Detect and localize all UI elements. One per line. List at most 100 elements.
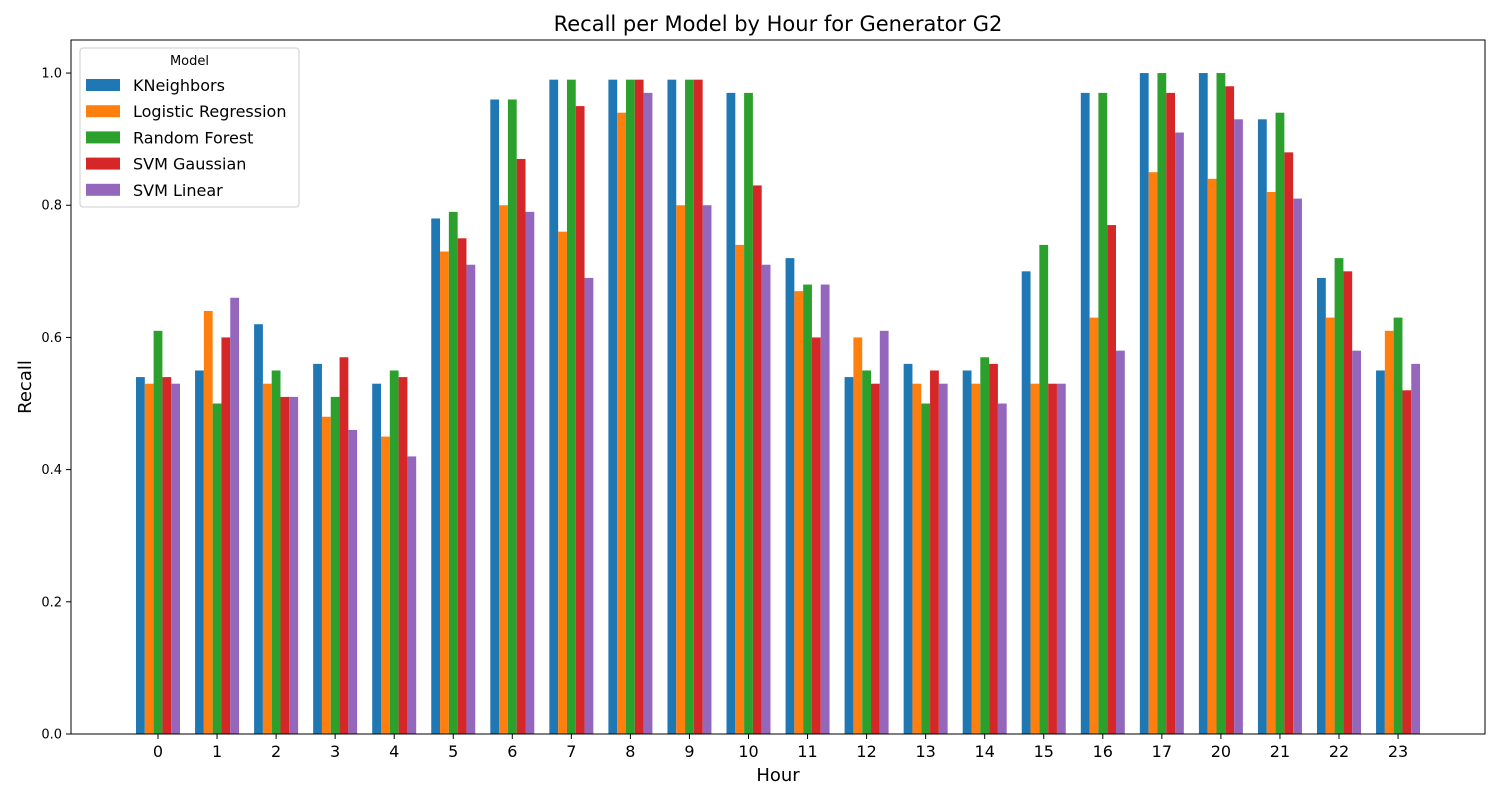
bar-svm-gaussian-hour-6 — [516, 158, 526, 735]
bar-logistic-regression-hour-1 — [203, 310, 213, 734]
plot-area-frame — [70, 39, 1486, 735]
bar-svm-gaussian-hour-3 — [339, 357, 349, 734]
legend-label-svm-gaussian: SVM Gaussian — [133, 155, 246, 174]
bar-random-forest-hour-5 — [448, 211, 458, 735]
bar-logistic-regression-hour-10 — [735, 244, 745, 734]
bar-svm-linear-hour-20 — [1234, 119, 1243, 734]
bar-kneighbors-hour-15 — [1021, 271, 1031, 734]
bar-kneighbors-hour-23 — [1376, 370, 1385, 734]
bar-kneighbors-hour-22 — [1317, 277, 1326, 734]
x-tick-label-hour-10: 10 — [738, 742, 758, 761]
bar-random-forest-hour-16 — [1098, 92, 1108, 734]
bar-logistic-regression-hour-4 — [381, 436, 390, 734]
bar-logistic-regression-hour-5 — [440, 251, 449, 734]
bar-random-forest-hour-7 — [566, 79, 576, 734]
bar-svm-gaussian-hour-22 — [1343, 271, 1353, 734]
x-axis: 0 1 2 3 4 5 6 7 8 9 10 11 12 13 14 15 16 17 20 21 22 23 — [153, 734, 1408, 761]
x-tick-label-hour-8: 8 — [625, 742, 635, 761]
x-tick-label-hour-23: 23 — [1388, 742, 1408, 761]
bar-svm-gaussian-hour-21 — [1284, 152, 1294, 735]
bar-random-forest-hour-2 — [271, 370, 281, 734]
y-tick-label: 1.0 — [41, 67, 62, 82]
bar-svm-gaussian-hour-5 — [457, 238, 467, 735]
bar-svm-linear-hour-2 — [289, 396, 299, 734]
x-tick-label-hour-14: 14 — [975, 742, 995, 761]
y-tick-label: 0.8 — [41, 199, 62, 214]
bar-logistic-regression-hour-9 — [676, 205, 686, 735]
bar-logistic-regression-hour-20 — [1207, 178, 1217, 735]
bar-svm-linear-hour-10 — [761, 264, 771, 734]
x-tick-label-hour-5: 5 — [448, 742, 458, 761]
x-tick-label-hour-4: 4 — [389, 742, 399, 761]
bar-svm-linear-hour-22 — [1352, 350, 1361, 734]
bar-random-forest-hour-9 — [685, 79, 694, 734]
x-tick-label-hour-7: 7 — [566, 742, 576, 761]
chart-title: Recall per Model by Hour for Generator G… — [554, 12, 1003, 36]
bar-random-forest-hour-12 — [862, 370, 871, 734]
legend-swatch-svm-linear — [86, 183, 120, 196]
bar-kneighbors-hour-3 — [313, 363, 322, 734]
bar-svm-linear-hour-13 — [938, 383, 948, 734]
y-tick-label: 0.4 — [41, 463, 62, 478]
bar-random-forest-hour-23 — [1393, 317, 1403, 734]
bar-svm-linear-hour-7 — [584, 277, 594, 734]
bar-svm-linear-hour-9 — [702, 205, 712, 735]
bar-random-forest-hour-8 — [626, 79, 635, 734]
x-tick-label-hour-16: 16 — [1093, 742, 1113, 761]
bar-random-forest-hour-22 — [1334, 258, 1344, 734]
y-tick-label: 0.6 — [41, 331, 62, 346]
bar-logistic-regression-hour-21 — [1266, 192, 1276, 734]
x-tick-label-hour-12: 12 — [856, 742, 876, 761]
bar-logistic-regression-hour-7 — [558, 231, 567, 734]
x-tick-label-hour-21: 21 — [1270, 742, 1290, 761]
bar-kneighbors-hour-20 — [1198, 73, 1208, 735]
bar-kneighbors-hour-2 — [254, 324, 263, 734]
legend-label-random-forest: Random Forest — [133, 128, 253, 147]
bar-svm-linear-hour-14 — [997, 403, 1007, 734]
bar-random-forest-hour-17 — [1157, 73, 1167, 735]
bar-svm-linear-hour-3 — [348, 429, 358, 734]
legend: Model KNeighbors Logistic Regression Random… — [79, 47, 300, 208]
bar-logistic-regression-hour-13 — [912, 383, 922, 734]
bar-svm-linear-hour-23 — [1411, 363, 1421, 734]
y-tick-label: 0.2 — [41, 595, 62, 610]
bar-random-forest-hour-4 — [389, 370, 399, 734]
legend-swatch-svm-gaussian — [86, 157, 120, 170]
bar-svm-linear-hour-8 — [643, 92, 653, 734]
x-tick-label-hour-20: 20 — [1211, 742, 1231, 761]
bar-svm-linear-hour-11 — [820, 284, 830, 734]
bar-svm-linear-hour-5 — [466, 264, 476, 734]
bar-logistic-regression-hour-17 — [1148, 172, 1158, 734]
bar-svm-linear-hour-17 — [1175, 132, 1184, 734]
bar-svm-gaussian-hour-12 — [871, 383, 880, 734]
bar-kneighbors-hour-0 — [136, 377, 145, 734]
legend-box — [79, 47, 300, 208]
bar-svm-gaussian-hour-2 — [280, 396, 290, 734]
bar-random-forest-hour-1 — [212, 403, 222, 734]
bar-svm-linear-hour-16 — [1116, 350, 1125, 734]
legend-swatch-kneighbors — [86, 79, 120, 91]
bar-kneighbors-hour-11 — [785, 258, 795, 734]
legend-label-logistic-regression: Logistic Regression — [133, 102, 286, 121]
legend-swatch-random-forest — [86, 131, 120, 144]
bar-svm-gaussian-hour-13 — [930, 370, 939, 734]
x-tick-label-hour-2: 2 — [271, 742, 281, 761]
bar-random-forest-hour-6 — [507, 99, 517, 735]
bar-svm-gaussian-hour-4 — [398, 377, 408, 734]
bar-random-forest-hour-15 — [1039, 244, 1049, 734]
bar-logistic-regression-hour-12 — [853, 337, 863, 734]
bar-random-forest-hour-14 — [980, 357, 990, 734]
bar-svm-gaussian-hour-10 — [752, 185, 762, 734]
bar-kneighbors-hour-9 — [667, 79, 677, 734]
bar-random-forest-hour-13 — [921, 403, 931, 734]
bar-logistic-regression-hour-15 — [1030, 383, 1040, 734]
x-tick-label-hour-9: 9 — [684, 742, 694, 761]
bar-svm-gaussian-hour-8 — [634, 79, 644, 734]
bar-svm-gaussian-hour-15 — [1048, 383, 1057, 734]
bar-random-forest-hour-21 — [1275, 112, 1285, 734]
bar-svm-gaussian-hour-20 — [1225, 86, 1235, 734]
bar-svm-gaussian-hour-14 — [989, 363, 998, 734]
legend-label-svm-linear: SVM Linear — [133, 181, 223, 200]
legend-title: Model — [170, 54, 209, 69]
